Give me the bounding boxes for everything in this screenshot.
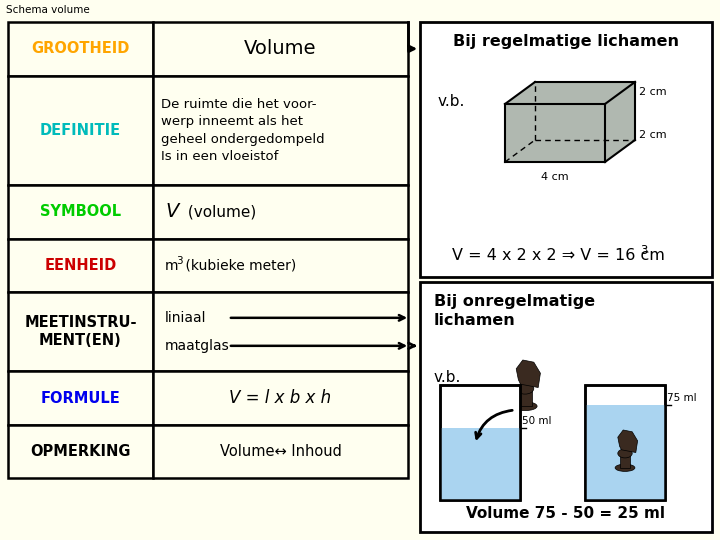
Ellipse shape — [615, 464, 635, 471]
Text: Schema volume: Schema volume — [6, 5, 90, 15]
Bar — [440, 428, 520, 500]
Text: 2 cm: 2 cm — [639, 87, 667, 97]
Bar — [8, 425, 153, 478]
Text: 4 cm: 4 cm — [541, 172, 569, 182]
Text: V = 4 x 2 x 2 ⇒ V = 16 cm: V = 4 x 2 x 2 ⇒ V = 16 cm — [451, 247, 665, 262]
Bar — [518, 387, 531, 406]
Bar — [8, 372, 153, 425]
Bar — [8, 76, 153, 185]
Text: EENHEID: EENHEID — [45, 258, 117, 273]
Bar — [440, 385, 520, 500]
Bar — [8, 239, 153, 292]
Bar — [420, 22, 712, 277]
Text: v.b.: v.b. — [438, 94, 465, 110]
Bar — [153, 22, 408, 76]
Text: (volume): (volume) — [183, 205, 256, 219]
Text: GROOTHEID: GROOTHEID — [31, 41, 130, 56]
Bar — [440, 385, 520, 500]
Bar — [153, 76, 408, 185]
Text: Volume 75 - 50 = 25 ml: Volume 75 - 50 = 25 ml — [467, 507, 665, 522]
Bar — [153, 239, 408, 292]
Text: SYMBOOL: SYMBOOL — [40, 205, 121, 219]
Polygon shape — [618, 430, 638, 453]
Polygon shape — [516, 360, 541, 388]
Bar — [8, 292, 153, 372]
Text: liniaal: liniaal — [165, 311, 207, 325]
Text: Volume↔ Inhoud: Volume↔ Inhoud — [220, 444, 341, 459]
Text: m: m — [165, 259, 179, 273]
Bar — [153, 425, 408, 478]
Bar — [153, 185, 408, 239]
Ellipse shape — [516, 383, 534, 394]
Polygon shape — [505, 104, 605, 162]
Text: (kubieke meter): (kubieke meter) — [181, 259, 296, 273]
Bar — [153, 292, 408, 372]
Polygon shape — [605, 82, 635, 162]
Text: FORMULE: FORMULE — [40, 390, 120, 406]
Ellipse shape — [513, 402, 537, 410]
Text: DEFINITIE: DEFINITIE — [40, 123, 121, 138]
Bar — [153, 372, 408, 425]
Polygon shape — [505, 82, 635, 104]
Text: v.b.: v.b. — [434, 370, 462, 385]
Bar — [8, 185, 153, 239]
Text: 75 ml: 75 ml — [667, 393, 697, 403]
Text: Bij regelmatige lichamen: Bij regelmatige lichamen — [453, 34, 679, 49]
Text: maatglas: maatglas — [165, 339, 230, 353]
Bar — [585, 385, 665, 500]
Bar — [620, 451, 631, 468]
Text: 2 cm: 2 cm — [639, 130, 667, 140]
Text: De ruimte die het voor-
werp inneemt als het
geheel ondergedompeld
Is in een vlo: De ruimte die het voor- werp inneemt als… — [161, 98, 325, 163]
Text: V: V — [165, 202, 179, 221]
Bar — [8, 22, 153, 76]
Text: 50 ml: 50 ml — [522, 416, 552, 426]
Text: V = l x b x h: V = l x b x h — [230, 389, 332, 407]
Text: MEETINSTRU-
MENT(EN): MEETINSTRU- MENT(EN) — [24, 315, 137, 348]
Text: 3: 3 — [176, 255, 183, 266]
Text: Volume: Volume — [244, 39, 317, 58]
Bar — [585, 385, 665, 500]
Bar — [585, 405, 665, 500]
Text: 3: 3 — [640, 244, 647, 256]
Text: Bij onregelmatige
lichamen: Bij onregelmatige lichamen — [434, 294, 595, 328]
Ellipse shape — [618, 449, 632, 458]
Bar — [420, 282, 712, 532]
Text: OPMERKING: OPMERKING — [30, 444, 131, 459]
